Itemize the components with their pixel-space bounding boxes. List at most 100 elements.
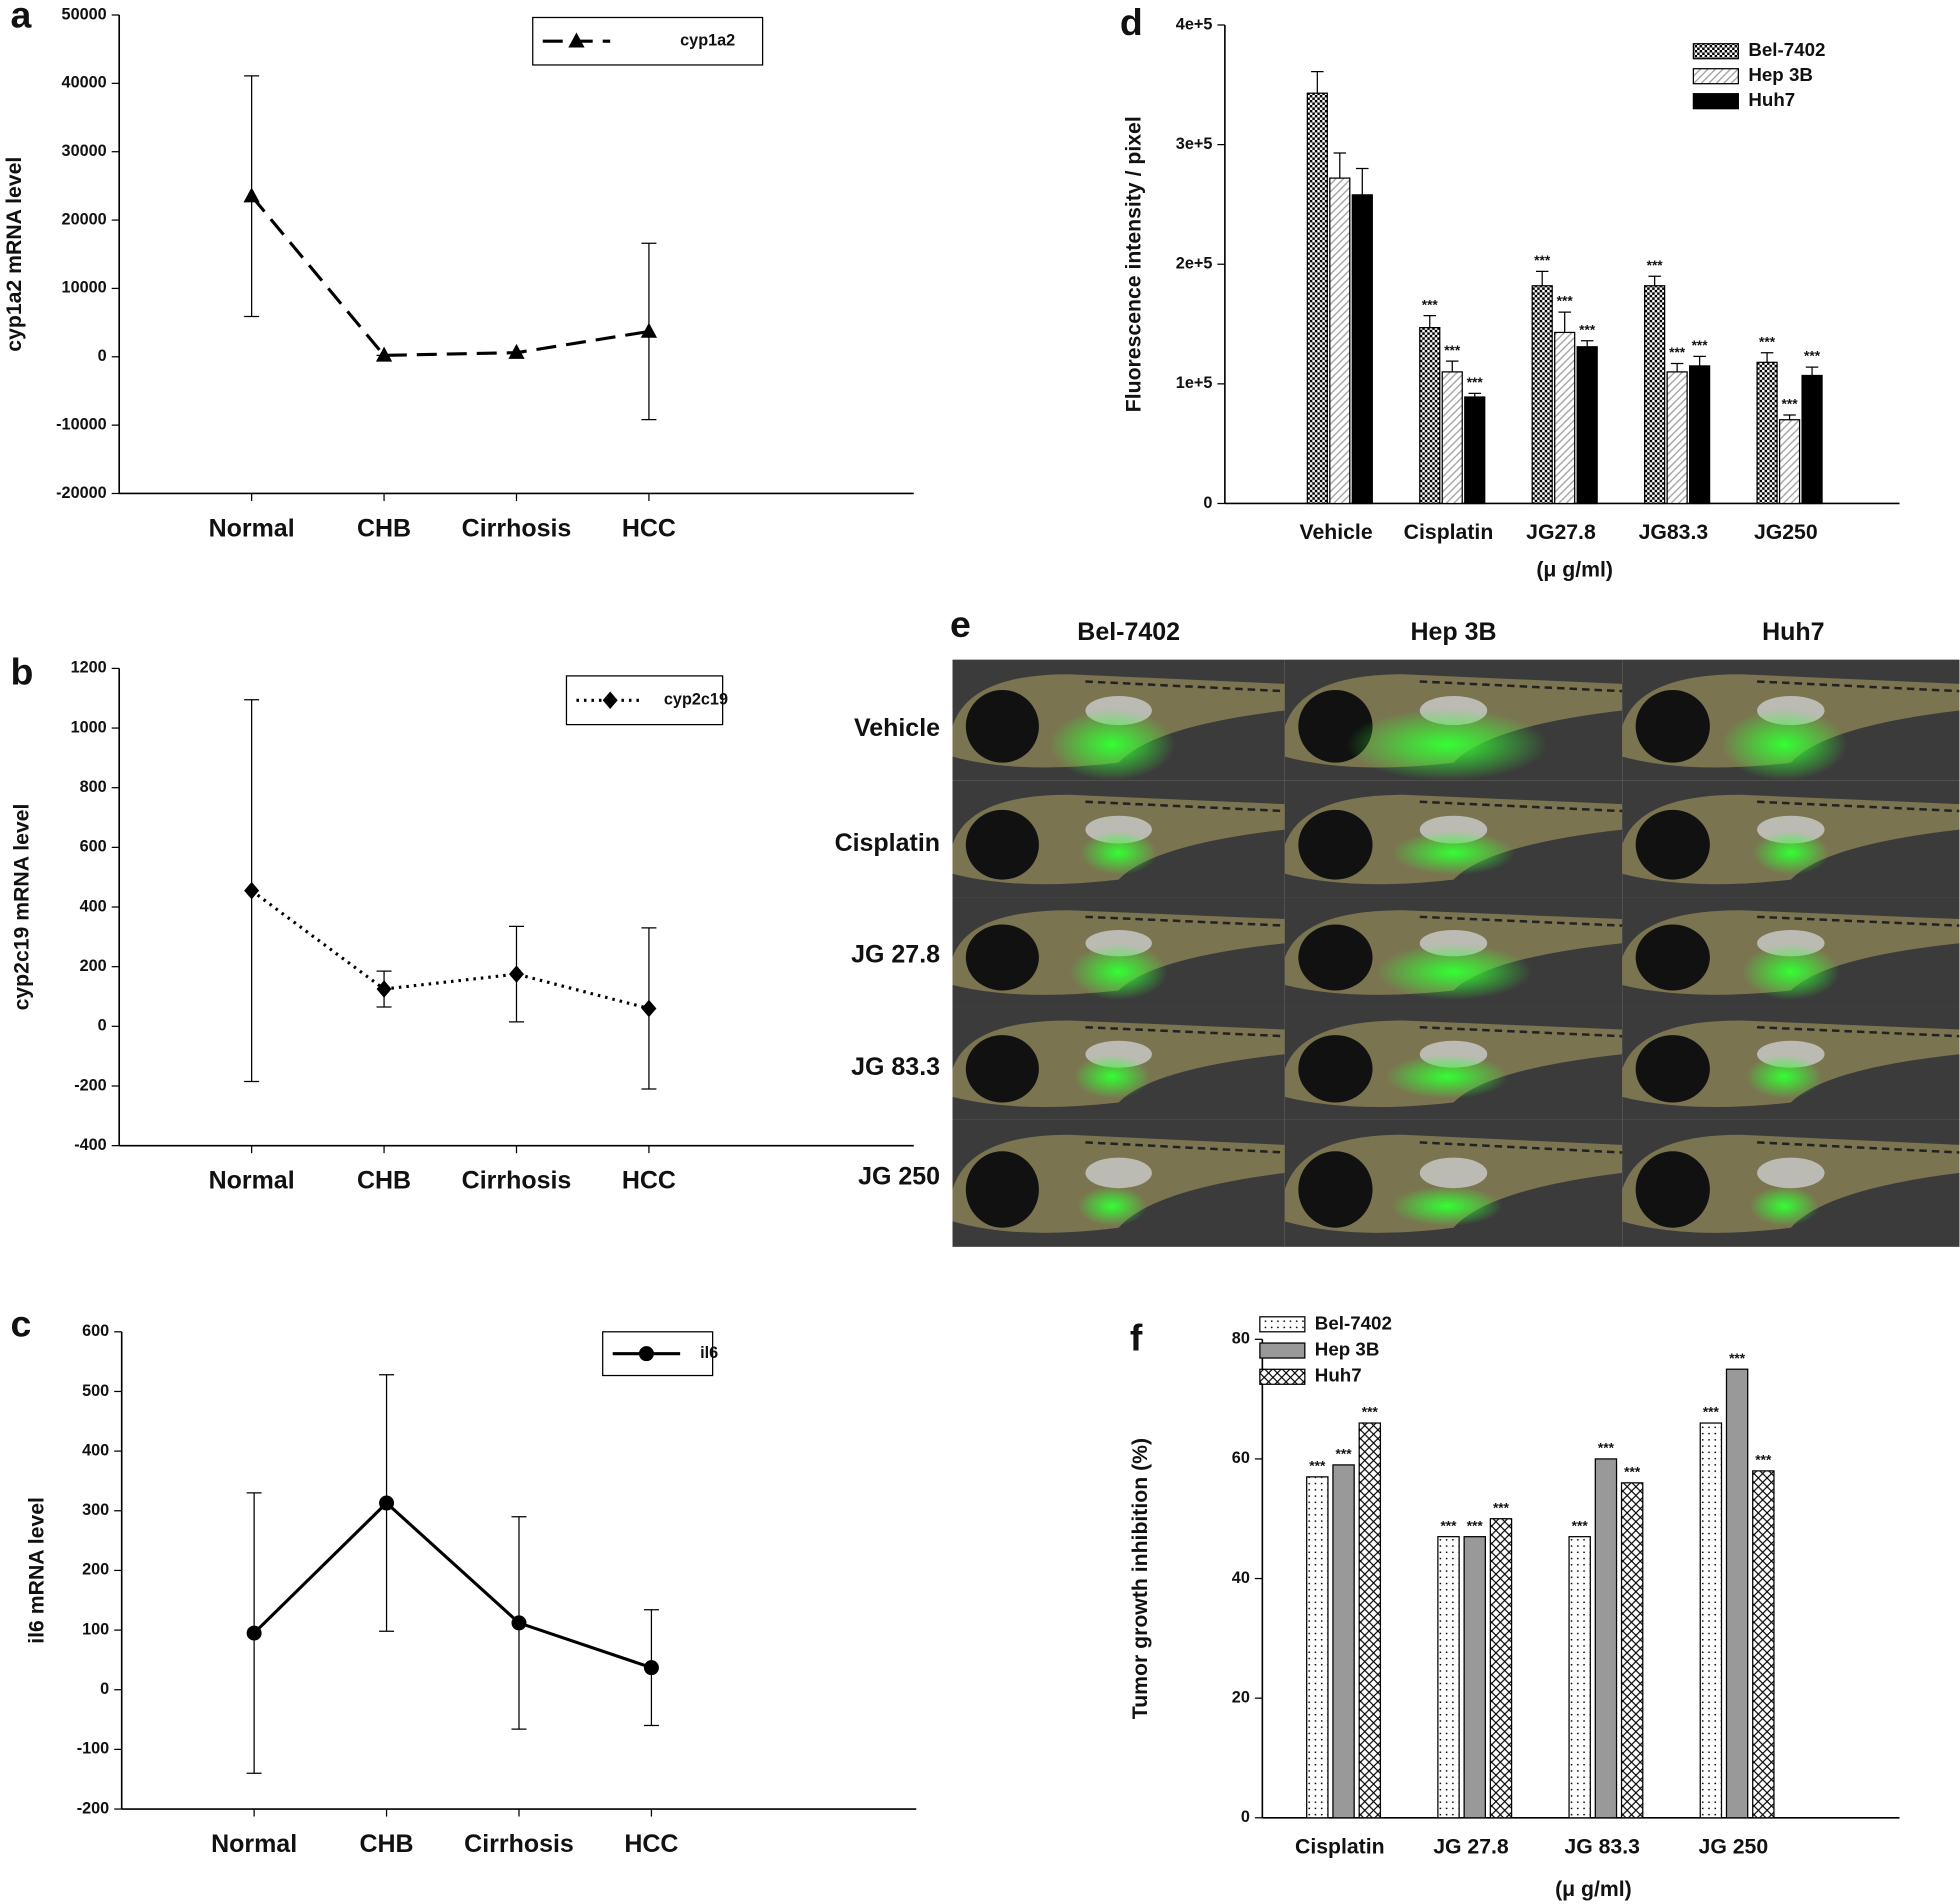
x-tick-label: JG83.3 xyxy=(1639,521,1709,544)
fish-image xyxy=(1622,897,1960,1007)
x-tick-label: Cisplatin xyxy=(1404,521,1494,544)
y-tick-label: 0 xyxy=(1203,494,1212,512)
fish-eye xyxy=(965,924,1039,991)
x-tick-label: JG 250 xyxy=(1699,1835,1769,1858)
significance-label: *** xyxy=(1467,1518,1484,1533)
x-tick-label: HCC xyxy=(622,514,676,542)
fish-eye xyxy=(1298,809,1373,880)
panel-label: a xyxy=(11,0,33,35)
significance-label: *** xyxy=(1362,1405,1379,1420)
error-bar xyxy=(1423,315,1437,328)
y-tick-label: 1e+5 xyxy=(1176,374,1213,392)
column-label: Bel-7402 xyxy=(1077,618,1180,646)
x-tick-label: JG 83.3 xyxy=(1564,1835,1640,1858)
fish-eye xyxy=(1635,809,1710,880)
error-bar xyxy=(1311,71,1324,94)
x-tick-label: CHB xyxy=(357,1166,411,1194)
significance-label: *** xyxy=(1579,322,1596,337)
significance-label: *** xyxy=(1440,1518,1457,1533)
x-tick-label: Cirrhosis xyxy=(462,1166,572,1194)
fish-stripe xyxy=(1757,1141,1960,1154)
fish-yolk xyxy=(1419,1157,1488,1189)
marker xyxy=(643,1660,659,1676)
bar xyxy=(1576,346,1598,505)
fish-stripe xyxy=(1419,1141,1623,1154)
fish-eye xyxy=(965,689,1039,763)
bar xyxy=(1699,1422,1723,1819)
y-axis-title: il6 mRNA level xyxy=(26,1497,49,1644)
legend-marker xyxy=(568,32,585,48)
significance-label: *** xyxy=(1598,1441,1615,1456)
bar xyxy=(1463,1536,1486,1819)
x-axis-title: (μ g/ml) xyxy=(1536,559,1613,582)
legend-marker xyxy=(638,1346,654,1362)
significance-label: *** xyxy=(1444,343,1461,358)
fluorescence xyxy=(1741,943,1840,1000)
y-tick-label: 1200 xyxy=(71,659,107,677)
significance-label: *** xyxy=(1422,297,1439,312)
significance-label: *** xyxy=(1729,1351,1746,1366)
y-tick-label: 0 xyxy=(1241,1808,1250,1826)
legend-marker xyxy=(602,691,618,710)
y-tick-label: -200 xyxy=(74,1076,107,1094)
fluorescence xyxy=(1069,943,1168,1000)
error-bar xyxy=(1783,414,1796,420)
fluorescence xyxy=(1049,708,1175,781)
y-tick-label: 80 xyxy=(1232,1330,1250,1348)
error-bar xyxy=(1648,275,1661,286)
y-tick-label: -10000 xyxy=(56,415,107,433)
legend-label: il6 xyxy=(700,1344,718,1362)
significance-label: *** xyxy=(1336,1447,1353,1462)
bar xyxy=(1419,327,1441,505)
legend-label: Bel-7402 xyxy=(1315,1312,1392,1333)
y-tick-label: 400 xyxy=(80,897,107,915)
x-tick-label: Cirrhosis xyxy=(462,514,572,542)
y-tick-label: 20000 xyxy=(62,210,107,228)
y-tick-label: 400 xyxy=(82,1441,109,1459)
marker xyxy=(246,1625,262,1641)
y-tick-label: 1000 xyxy=(71,718,107,736)
fluorescence xyxy=(1391,830,1516,875)
fish-image xyxy=(1284,897,1623,1007)
fish-eye xyxy=(1635,1035,1710,1103)
error-bar xyxy=(1670,362,1684,372)
bar xyxy=(1332,1464,1355,1819)
y-tick-label: 800 xyxy=(80,778,107,796)
fish-eye xyxy=(1635,924,1710,991)
row-label: JG 250 xyxy=(858,1163,940,1191)
y-tick-label: 4e+5 xyxy=(1176,15,1213,33)
y-tick-label: 20 xyxy=(1232,1688,1250,1706)
legend-label: Huh7 xyxy=(1748,89,1795,110)
y-tick-label: 0 xyxy=(98,347,107,365)
legend-label: Hep 3B xyxy=(1748,64,1813,85)
fish-stripe xyxy=(1757,800,1960,813)
column-label: Huh7 xyxy=(1762,618,1824,646)
x-tick-label: Cirrhosis xyxy=(464,1830,574,1858)
y-axis-title: cyp2c19 mRNA level xyxy=(11,804,34,1011)
fish-image xyxy=(952,897,1285,1007)
significance-label: *** xyxy=(1557,294,1574,309)
fish-yolk xyxy=(1757,1157,1825,1189)
x-tick-label: CHB xyxy=(360,1830,414,1858)
bar xyxy=(1594,1458,1618,1819)
fish-image xyxy=(1622,780,1960,898)
error-bar xyxy=(1446,360,1459,372)
panel-label: e xyxy=(950,603,971,645)
x-tick-label: CHB xyxy=(357,514,411,542)
fish-stripe xyxy=(1085,680,1285,693)
fluorescence xyxy=(1752,830,1830,875)
fish-stripe xyxy=(1085,800,1285,813)
fish-image xyxy=(952,1006,1285,1120)
legend-swatch xyxy=(1259,1368,1306,1385)
x-tick-label: HCC xyxy=(624,1830,678,1858)
legend-label: cyp1a2 xyxy=(680,32,735,50)
bar xyxy=(1306,92,1328,505)
fluorescence xyxy=(1346,708,1548,781)
fish-eye xyxy=(1298,1035,1373,1103)
legend-label: cyp2c19 xyxy=(664,691,728,709)
x-axis-title: (μ g/ml) xyxy=(1555,1878,1632,1901)
significance-label: *** xyxy=(1624,1464,1641,1479)
y-tick-label: 200 xyxy=(80,957,107,975)
marker xyxy=(376,980,392,998)
